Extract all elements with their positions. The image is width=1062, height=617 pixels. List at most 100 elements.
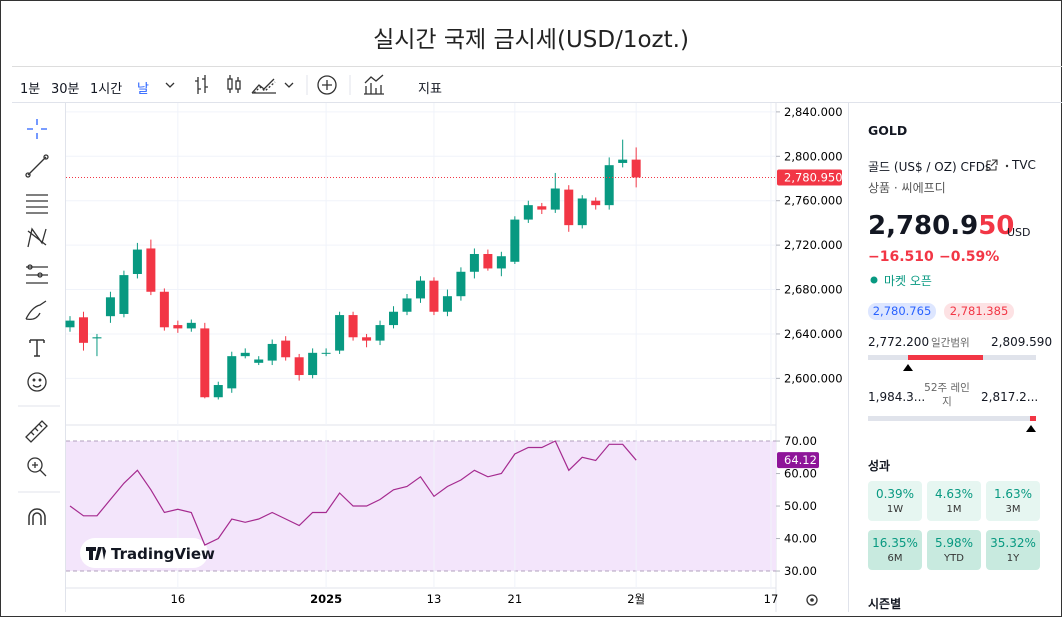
interval-button[interactable]: 1시간: [90, 82, 123, 97]
y-tick-label: 70.00: [784, 434, 817, 448]
candle-body: [429, 280, 439, 312]
candle-body: [267, 343, 277, 361]
interval-button[interactable]: 1분: [20, 82, 41, 97]
performance-period: 1Y: [1006, 553, 1020, 564]
magnet-tool[interactable]: [28, 508, 46, 525]
interval-button[interactable]: 날: [137, 82, 149, 97]
performance-tile[interactable]: 16.35% 6M: [868, 530, 922, 570]
day-high: 2,809.590: [991, 335, 1053, 349]
candle-body: [483, 254, 493, 269]
seasonal-title: 시즌별: [868, 597, 902, 611]
y-tick-label: 40.00: [784, 532, 817, 546]
trendline-tool[interactable]: [25, 154, 49, 178]
candle-body: [618, 159, 628, 163]
candle-body: [362, 337, 372, 341]
performance-tile[interactable]: 1.63% 3M: [986, 481, 1040, 521]
add-indicator-icon[interactable]: [317, 75, 337, 95]
candle-body: [402, 298, 412, 312]
candle-body: [591, 200, 601, 206]
candle-body: [254, 359, 264, 363]
candle-body: [496, 256, 506, 269]
candle-body: [65, 320, 75, 328]
drawing-toolbar: [12, 103, 66, 612]
bars-icon[interactable]: [195, 75, 208, 94]
candle-body: [537, 206, 547, 210]
last-price-badge: [777, 169, 842, 186]
performance-period: 6M: [887, 553, 903, 564]
settings-icon[interactable]: [806, 594, 818, 606]
area-icon[interactable]: [251, 78, 276, 94]
day-range-bar: [868, 355, 1036, 371]
page-title: 실시간 국제 금시세(USD/1ozt.): [373, 27, 689, 53]
x-tick-label: 16: [171, 592, 186, 606]
watermark: TradingView: [80, 538, 215, 568]
category: 상품 · 씨에프디: [868, 181, 946, 195]
dropdown-icon[interactable]: [284, 82, 294, 88]
y-tick-label: 2,840.000: [784, 105, 843, 119]
candle-body: [240, 352, 250, 357]
performance-period: 1M: [946, 504, 962, 515]
chart: 16 2025 13 21 2월 17 2,600.000 2,640.000 2,680.00…: [65, 103, 843, 612]
candle-body: [321, 352, 331, 354]
performance-value: 4.63%: [934, 487, 974, 501]
toolbar-icons: [165, 74, 384, 95]
performance-value: 35.32%: [990, 536, 1036, 550]
status-dot: [870, 276, 878, 284]
indicators-button[interactable]: 지표: [418, 82, 442, 97]
interval-button[interactable]: 30분: [51, 82, 80, 97]
icon-tool[interactable]: [27, 372, 47, 392]
last-price-label: 2,780.950: [784, 170, 843, 184]
pattern-tool[interactable]: [27, 227, 47, 248]
fib-tool[interactable]: [26, 194, 48, 214]
external-link[interactable]: [985, 158, 1025, 172]
performance-tile[interactable]: 35.32% 1Y: [986, 530, 1040, 570]
indicator-value-label: 64.12: [784, 453, 817, 467]
y-tick-label: 2,800.000: [784, 149, 843, 163]
measure-tool[interactable]: [25, 420, 48, 443]
year-range-bar: [868, 416, 1036, 432]
dropdown-icon[interactable]: [165, 82, 175, 88]
candle-body: [200, 328, 210, 398]
candle-body: [335, 315, 345, 351]
candle-body: [132, 249, 142, 274]
performance-tile[interactable]: 5.98% YTD: [927, 530, 981, 570]
candle-body: [78, 317, 88, 343]
candle-body: [415, 280, 425, 299]
candle-body: [105, 297, 115, 317]
crosshair-tool[interactable]: [27, 119, 47, 139]
drawing-tools: [18, 119, 60, 525]
watermark-bg: [80, 538, 208, 568]
y-tick-label: 60.00: [784, 467, 817, 481]
x-tick-label: 2월: [627, 592, 645, 606]
performance-tile[interactable]: 0.39% 1W: [868, 481, 922, 521]
candle-body: [523, 205, 533, 220]
candle-body: [577, 198, 587, 226]
candle-body: [604, 165, 614, 206]
symbol-name[interactable]: 골드 (US$ / OZ) CFDs: [868, 160, 992, 174]
candle-body: [389, 311, 399, 326]
brush-tool[interactable]: [25, 300, 47, 321]
y-tick-label: 2,760.000: [784, 194, 843, 208]
indicators-icon[interactable]: [364, 74, 384, 95]
candle-body: [159, 291, 169, 328]
performance-value: 16.35%: [872, 536, 918, 550]
performance-value: 0.39%: [875, 487, 915, 501]
x-tick-label: 2025: [310, 592, 342, 606]
y-tick-label: 2,640.000: [784, 327, 843, 341]
performance-title: 성과: [868, 459, 891, 473]
candle-body: [186, 322, 196, 329]
performance-period: YTD: [944, 553, 964, 564]
performance-tile[interactable]: 4.63% 1M: [927, 481, 981, 521]
candle-body: [281, 340, 291, 358]
bid: 2,780.765: [868, 303, 936, 320]
forecast-tool[interactable]: [26, 264, 48, 284]
candles-icon[interactable]: [227, 75, 241, 93]
zoom-tool[interactable]: [27, 457, 47, 477]
market-status: 마켓 오픈: [884, 274, 932, 288]
candle-body: [227, 356, 237, 389]
watermark-text: TradingView: [111, 545, 215, 563]
text-tool[interactable]: [29, 339, 45, 357]
candle-body: [550, 188, 560, 210]
